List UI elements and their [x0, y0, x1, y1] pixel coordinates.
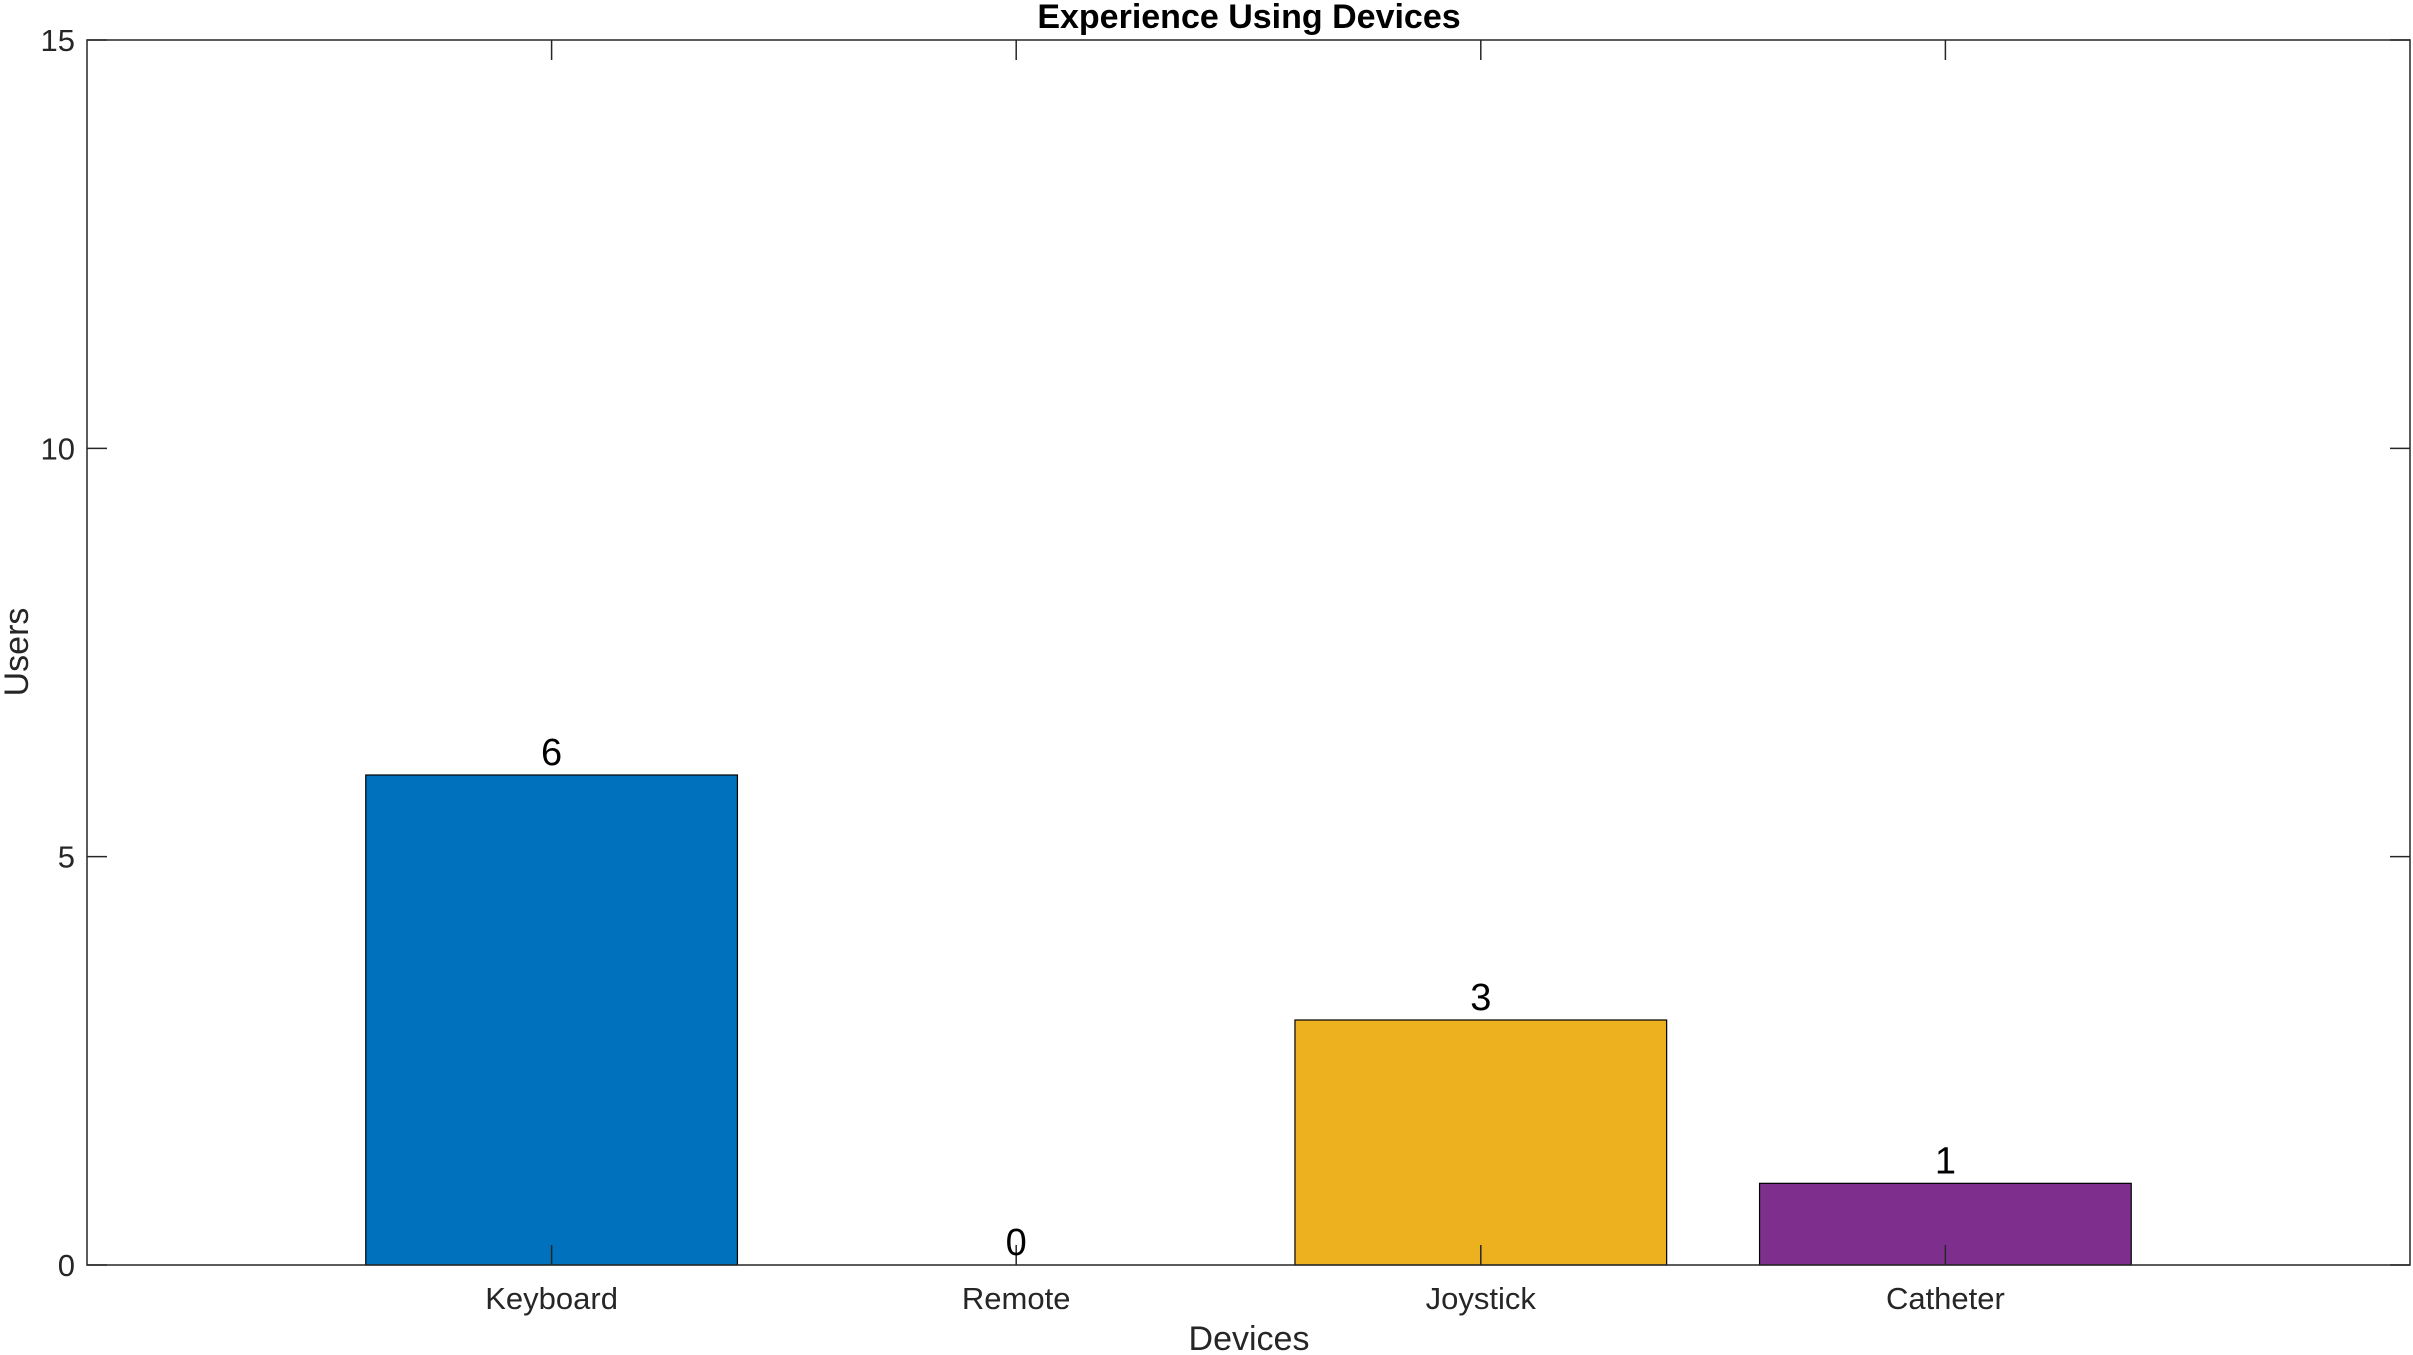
data-label-keyboard: 6	[541, 732, 562, 774]
data-label-remote: 0	[1006, 1222, 1027, 1264]
y-tick-label-0: 0	[58, 1248, 75, 1283]
x-tick-label-catheter: Catheter	[1886, 1281, 2005, 1316]
x-tick-label-remote: Remote	[962, 1281, 1071, 1316]
x-axis-label: Devices	[1189, 1320, 1310, 1355]
x-tick-label-joystick: Joystick	[1426, 1281, 1537, 1316]
bar-keyboard	[365, 774, 739, 1266]
labels-group: 6 Keyboard 0 Remote 3 Joystick 1 Catheter 0 5 10 15	[41, 23, 2005, 1316]
data-label-joystick: 3	[1470, 977, 1491, 1019]
bar-joystick	[1294, 1019, 1668, 1266]
y-axis-label: Users	[0, 608, 36, 697]
y-tick-label-5: 5	[58, 840, 75, 875]
x-tick-label-keyboard: Keyboard	[485, 1281, 618, 1316]
chart-title: Experience Using Devices	[1037, 0, 1460, 36]
y-tick-label-15: 15	[41, 23, 75, 58]
axes-box	[86, 39, 2411, 1266]
y-tick-label-10: 10	[41, 431, 75, 466]
data-label-catheter: 1	[1935, 1140, 1956, 1182]
